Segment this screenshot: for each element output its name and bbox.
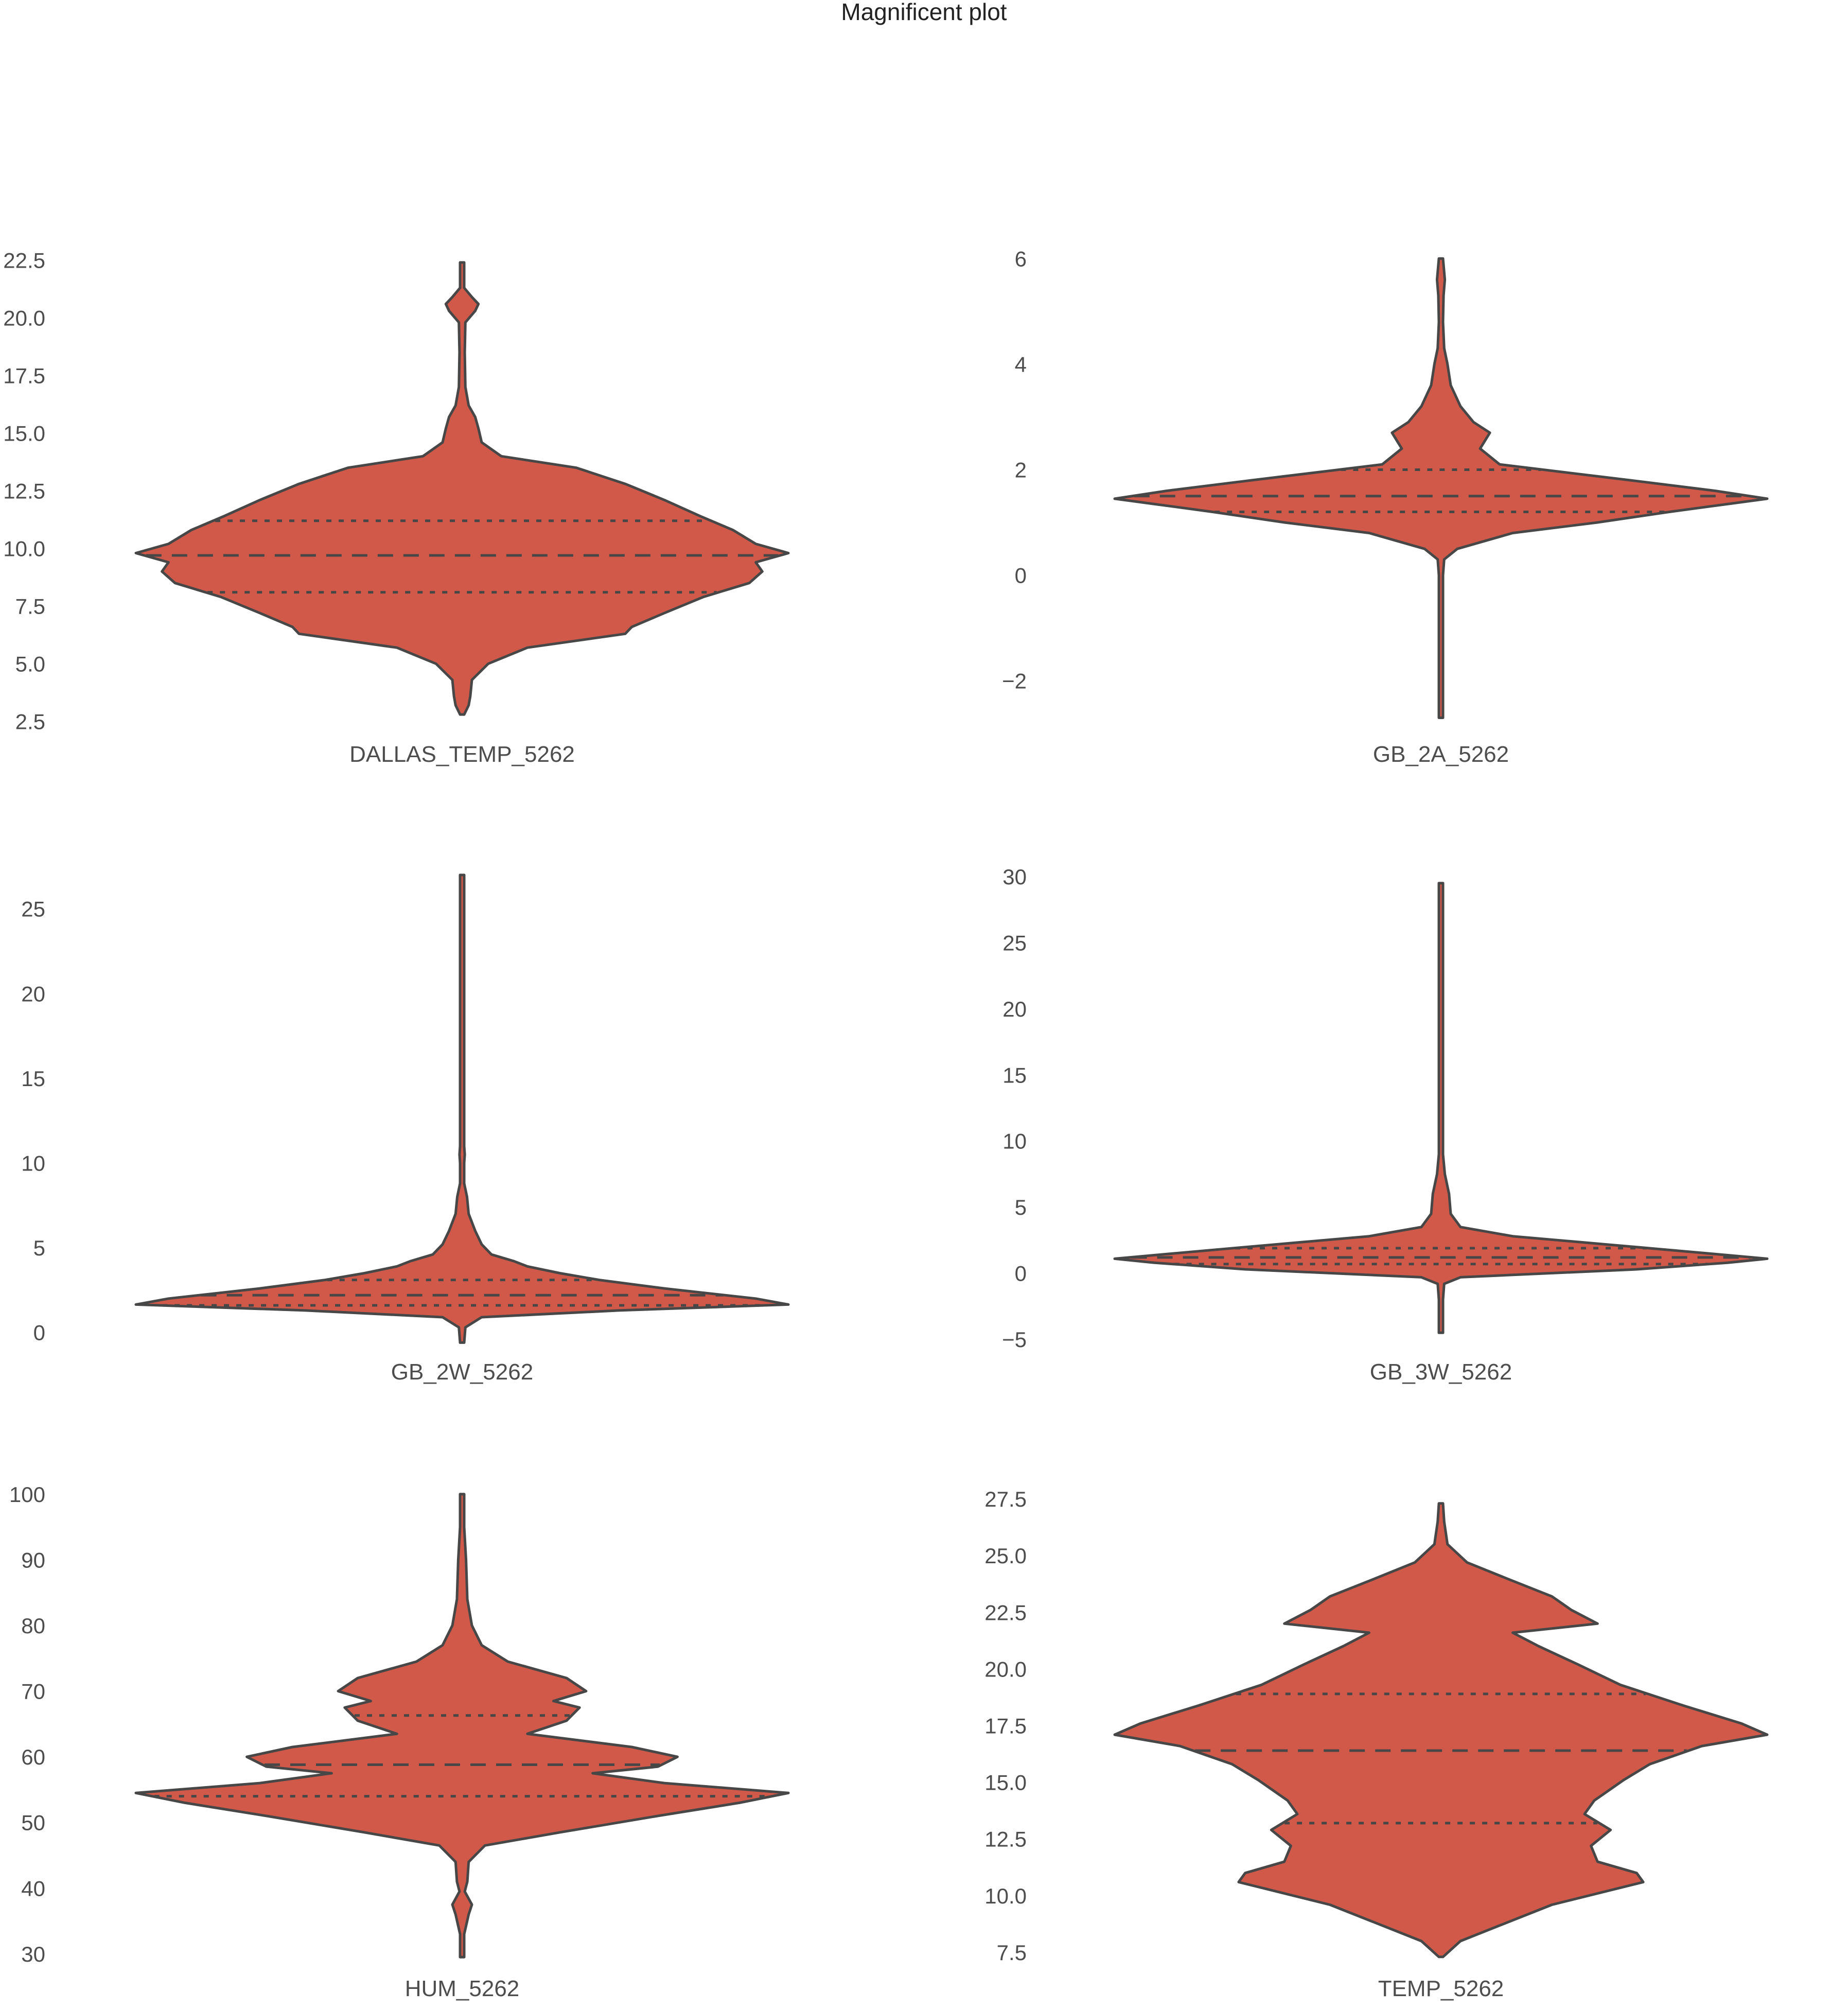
violin-body (134, 1493, 790, 1959)
y-tick-label: 60 (21, 1745, 45, 1769)
chart-title: Magnificent plot (841, 0, 1007, 25)
y-tick-label: 40 (21, 1876, 45, 1900)
violin-panel: −5 0 5 10 15 20 25 30 GB_3W_5262 (1002, 865, 1769, 1385)
y-tick-label: 7.5 (997, 1941, 1027, 1965)
x-category-label: GB_2A_5262 (1373, 742, 1509, 767)
violin-panel: −2 0 2 4 6 GB_2A_5262 (1002, 247, 1769, 767)
y-tick-label: 7.5 (15, 595, 45, 619)
y-tick-label: 27.5 (984, 1487, 1027, 1511)
violin-body (1113, 882, 1769, 1334)
y-tick-label: −2 (1002, 669, 1027, 693)
y-tick-label: 5 (33, 1236, 45, 1260)
y-tick-label: 100 (9, 1482, 45, 1507)
y-tick-label: 20.0 (984, 1657, 1027, 1681)
y-tick-label: 2 (1015, 458, 1027, 482)
y-tick-label: 22.5 (3, 248, 45, 272)
y-tick-label: 15 (21, 1067, 45, 1091)
y-tick-label: 5 (1015, 1195, 1027, 1219)
x-category-label: GB_2W_5262 (391, 1359, 533, 1385)
violin-body (1113, 257, 1769, 719)
y-tick-label: 12.5 (984, 1827, 1027, 1851)
y-tick-label: 2.5 (15, 710, 45, 734)
y-tick-label: 15.0 (3, 421, 45, 445)
y-tick-label: 10 (1002, 1129, 1027, 1154)
y-tick-label: 17.5 (3, 363, 45, 388)
y-tick-label: 25 (1002, 931, 1027, 955)
y-tick-label: 15.0 (984, 1771, 1027, 1795)
violin-panel: 2.5 5.0 7.5 10.0 12.5 15.0 17.5 20.0 22.5 DALLAS_… (3, 248, 790, 767)
violin-body (1113, 1502, 1769, 1959)
y-tick-label: 25 (21, 897, 45, 921)
y-tick-label: 20.0 (3, 306, 45, 330)
y-tick-label: 15 (1002, 1063, 1027, 1087)
y-tick-label: 0 (33, 1321, 45, 1345)
y-tick-label: 5.0 (15, 652, 45, 676)
y-tick-label: 70 (21, 1680, 45, 1704)
y-tick-label: 10.0 (3, 537, 45, 561)
y-tick-label: 17.5 (984, 1714, 1027, 1738)
violin-panel: 30 40 50 60 70 80 90 100 HUM_5262 (9, 1482, 790, 2001)
x-category-label: HUM_5262 (405, 1976, 520, 2001)
y-tick-label: 10.0 (984, 1884, 1027, 1908)
y-tick-label: 6 (1015, 247, 1027, 271)
y-tick-label: 12.5 (3, 479, 45, 503)
violin-body (134, 874, 790, 1344)
y-tick-label: 30 (21, 1942, 45, 1966)
x-category-label: GB_3W_5262 (1370, 1359, 1512, 1385)
y-tick-label: 0 (1015, 564, 1027, 588)
y-tick-label: 50 (21, 1811, 45, 1835)
y-tick-label: 22.5 (984, 1600, 1027, 1624)
x-category-label: TEMP_5262 (1378, 1976, 1504, 2001)
y-tick-label: 0 (1015, 1262, 1027, 1286)
violin-panel: 7.5 10.0 12.5 15.0 17.5 20.0 22.5 25.0 27.5 TEMP_… (984, 1487, 1769, 2001)
y-tick-label: −5 (1002, 1327, 1027, 1352)
y-tick-label: 30 (1002, 865, 1027, 889)
y-tick-label: 90 (21, 1548, 45, 1572)
y-tick-label: 10 (21, 1151, 45, 1175)
x-category-label: DALLAS_TEMP_5262 (349, 742, 575, 767)
y-tick-label: 20 (1002, 997, 1027, 1021)
violin-body (134, 261, 790, 716)
violin-panel: 0 5 10 15 20 25 GB_2W_5262 (21, 874, 790, 1385)
y-tick-label: 4 (1015, 352, 1027, 376)
y-tick-label: 80 (21, 1614, 45, 1638)
y-tick-label: 20 (21, 982, 45, 1006)
y-tick-label: 25.0 (984, 1544, 1027, 1568)
